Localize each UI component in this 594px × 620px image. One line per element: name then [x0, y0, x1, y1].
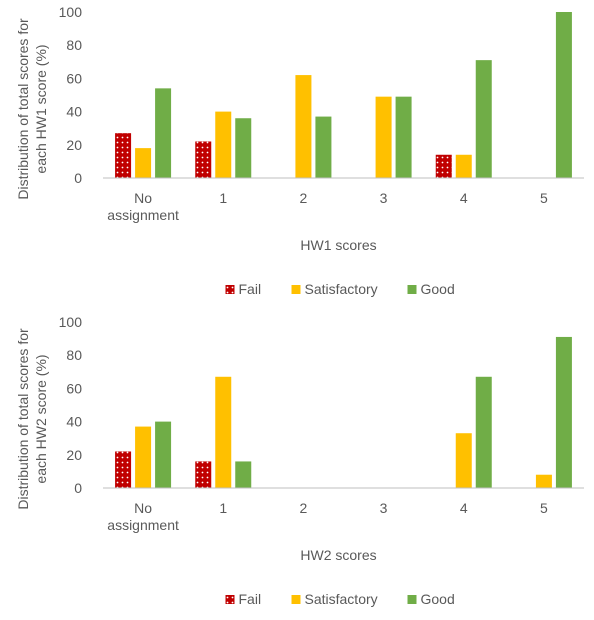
bar-good-6	[555, 336, 572, 488]
legend-label-satisfactory: Satisfactory	[305, 591, 378, 607]
bar-fail-2	[195, 141, 212, 178]
bar-satisfactory-5	[455, 154, 472, 178]
y-tick-label: 60	[66, 70, 82, 86]
y-tick-label: 100	[59, 314, 83, 330]
x-tick-label: 3	[380, 190, 388, 206]
x-tick-label: No assignment	[107, 190, 179, 223]
bar-fail-2	[195, 461, 212, 488]
x-tick-label: 1	[219, 190, 227, 206]
legend-label-fail: Fail	[239, 281, 262, 297]
x-tick-label: 2	[300, 190, 308, 206]
legend-swatch-fail	[225, 285, 235, 294]
x-tick-label: 1	[219, 500, 227, 516]
x-tick-label: 5	[540, 500, 548, 516]
chart-2: 0 20 40 60 80 100 No assignment 1 2 3 4 5 HW2 scores D…	[15, 314, 584, 607]
legend-swatch-fail	[225, 595, 235, 604]
bar-good-3	[315, 116, 332, 178]
legend-swatch-good	[407, 595, 417, 604]
bar-good-2	[235, 461, 252, 488]
bar-satisfactory-2	[215, 111, 232, 178]
legend-label-good: Good	[421, 591, 455, 607]
legend: Fail Satisfactory Good	[225, 591, 455, 607]
x-tick-label: 4	[460, 190, 468, 206]
bar-satisfactory-2	[215, 376, 232, 488]
x-tick-label: 3	[380, 500, 388, 516]
legend-swatch-satisfactory	[291, 595, 301, 604]
bar-satisfactory-1	[135, 426, 152, 488]
x-tick-label: 5	[540, 190, 548, 206]
bar-fail-5	[435, 154, 452, 178]
bar-fail-1	[115, 133, 132, 178]
y-axis-title: Distribution of total scores for each HW2…	[15, 328, 49, 510]
bar-good-2	[235, 118, 252, 178]
y-axis-title: Distribution of total scores for each HW1…	[15, 18, 49, 200]
legend-label-satisfactory: Satisfactory	[305, 281, 378, 297]
y-tick-label: 0	[74, 170, 82, 186]
y-tick-label: 20	[66, 447, 82, 463]
bar-satisfactory-1	[135, 148, 152, 178]
bar-fail-1	[115, 451, 132, 488]
y-tick-label: 0	[74, 480, 82, 496]
legend-swatch-good	[407, 285, 417, 294]
bar-good-6	[555, 12, 572, 178]
x-tick-label: No assignment	[107, 500, 179, 533]
bar-satisfactory-3	[295, 75, 312, 178]
legend-swatch-satisfactory	[291, 285, 301, 294]
bar-satisfactory-4	[375, 96, 392, 178]
y-tick-label: 100	[59, 4, 83, 20]
y-tick-label: 20	[66, 137, 82, 153]
y-tick-label: 80	[66, 347, 82, 363]
y-tick-label: 40	[66, 414, 82, 430]
bar-good-5	[475, 376, 492, 488]
y-tick-label: 60	[66, 380, 82, 396]
x-axis-title: HW2 scores	[300, 547, 376, 563]
y-tick-label: 40	[66, 104, 82, 120]
bar-good-5	[475, 60, 492, 178]
bar-satisfactory-6	[535, 474, 552, 488]
legend-label-fail: Fail	[239, 591, 262, 607]
bar-good-1	[155, 421, 172, 488]
legend-label-good: Good	[421, 281, 455, 297]
x-tick-label: 2	[300, 500, 308, 516]
x-tick-label: 4	[460, 500, 468, 516]
x-axis-title: HW1 scores	[300, 237, 376, 253]
y-tick-label: 80	[66, 37, 82, 53]
chart-1: 0 20 40 60 80 100 No assignment 1 2 3 4 5 HW1 scores D…	[15, 4, 584, 297]
bar-good-4	[395, 96, 412, 178]
bar-good-1	[155, 88, 172, 178]
bar-satisfactory-5	[455, 433, 472, 488]
legend: Fail Satisfactory Good	[225, 281, 455, 297]
